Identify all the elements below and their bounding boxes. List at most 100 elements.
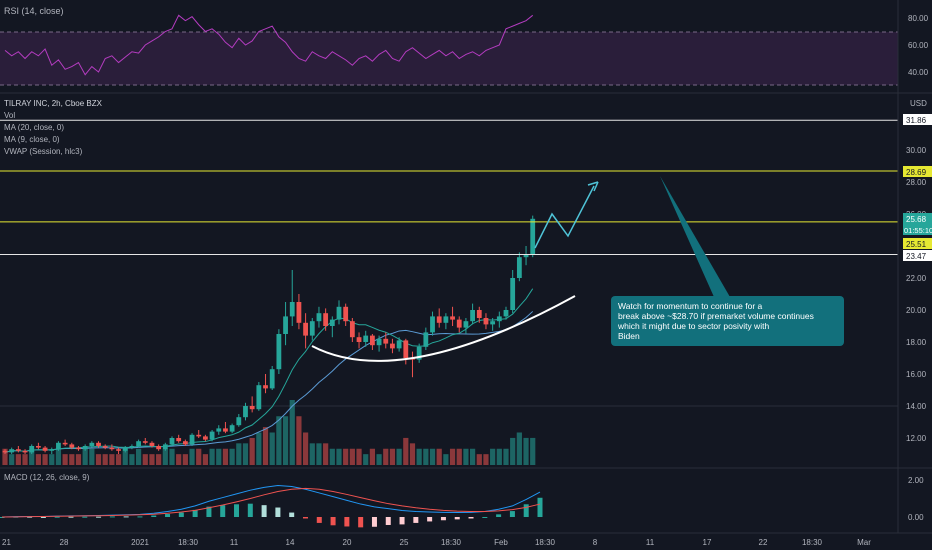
volume-bar: [423, 448, 429, 465]
candle: [276, 334, 282, 370]
volume-bar: [523, 437, 529, 465]
horizontal-levels[interactable]: [0, 119, 898, 255]
macd-histogram-bar: [137, 516, 143, 518]
macd-histogram-bar: [427, 517, 433, 522]
macd-histogram-bar: [27, 516, 33, 518]
candle: [376, 338, 382, 346]
legend-vwap: VWAP (Session, hlc3): [4, 147, 83, 156]
candle: [223, 428, 228, 432]
candle: [343, 306, 349, 322]
time-axis-label: 11: [230, 538, 239, 547]
candle: [176, 438, 182, 442]
volume-bar: [449, 448, 456, 465]
volume-bar: [510, 437, 516, 465]
volume-bar: [95, 454, 102, 465]
volume-bar: [75, 454, 82, 465]
macd-histogram-bar: [96, 516, 102, 518]
volume-bar: [222, 448, 229, 465]
macd-histogram-bar: [371, 517, 377, 527]
macd-histogram-bar: [413, 517, 419, 523]
candle: [136, 441, 141, 446]
price-tick: 30.00: [906, 146, 927, 155]
macd-histogram-bar: [399, 517, 405, 525]
volume-bar: [156, 454, 162, 465]
volume-bar: [316, 443, 322, 465]
price-tag-23-47-label: 23.47: [906, 252, 927, 261]
macd-histogram-bar: [289, 512, 295, 517]
volume-bar: [490, 448, 496, 465]
price-tick: 18.00: [906, 338, 927, 347]
macd-histogram-bar: [220, 505, 226, 517]
candle: [349, 321, 355, 338]
annotation-box[interactable]: [611, 296, 844, 346]
callout-pointer-drawing[interactable]: [660, 176, 730, 297]
volume-bar: [470, 448, 476, 465]
rsi-tick: 40.00: [908, 68, 929, 77]
candle: [142, 441, 148, 443]
volume-bar: [176, 454, 182, 465]
candle: [503, 310, 509, 317]
volume-bar: [269, 432, 275, 465]
volume-bar: [516, 432, 522, 465]
macd-histogram-bar: [358, 517, 364, 528]
candle: [209, 431, 215, 440]
cup-curve-drawing[interactable]: [311, 295, 576, 362]
rsi-line: [4, 14, 534, 76]
macd-histogram-bar: [344, 517, 350, 527]
candle: [383, 338, 389, 344]
candle: [236, 417, 242, 426]
volume-bar: [162, 448, 168, 465]
volume-bar: [82, 448, 88, 465]
time-axis[interactable]: 21 28 2021 18:30 11 14 20 25 18:30 Feb 18:30 8 11 17 2…: [2, 538, 871, 547]
price-tag-25-51: [903, 238, 932, 249]
volume-bar: [276, 416, 282, 465]
macd-histogram-bar: [385, 517, 391, 525]
annotation-line: which it might due to sector posivity wi…: [617, 321, 769, 331]
candle: [102, 446, 108, 448]
candle: [510, 278, 516, 310]
volume-bar: [323, 443, 329, 465]
candle: [370, 335, 375, 346]
volume-bar: [49, 454, 55, 465]
annotation-line: Watch for momentum to continue for a: [618, 301, 763, 311]
candle: [303, 322, 308, 336]
candle: [196, 434, 202, 437]
macd-histogram-bar: [330, 517, 336, 526]
ma20-line: [4, 311, 534, 453]
projection-arrow-drawing[interactable]: [534, 185, 595, 249]
volume-bar: [289, 400, 295, 465]
volume-bar: [22, 454, 28, 465]
macd-histogram-bar: [68, 516, 74, 518]
candle: [443, 316, 449, 323]
volume-bar: [530, 437, 536, 465]
volume-bar: [216, 448, 222, 465]
volume-bar: [142, 454, 148, 465]
volume-bar: [129, 454, 135, 465]
volume-bar: [89, 448, 95, 465]
candle: [436, 316, 442, 323]
candle: [530, 218, 536, 254]
volume-bar: [35, 454, 41, 465]
price-tick: 20.00: [906, 306, 927, 315]
volume-bar: [463, 448, 469, 465]
macd-histogram-bar: [440, 517, 446, 521]
price-tick: 16.00: [906, 370, 927, 379]
annotation-text: Watch for momentum to continue for a brea…: [617, 301, 814, 341]
macd-histogram-bar: [316, 517, 322, 523]
candle: [49, 449, 55, 451]
volume-bar: [196, 448, 202, 465]
candle: [390, 343, 395, 349]
volume-bar: [15, 454, 21, 465]
candle: [229, 425, 235, 432]
candle: [309, 321, 315, 336]
candle: [463, 321, 469, 328]
volume-bar: [416, 448, 422, 465]
legend-symbol: TILRAY INC, 2h, Cboe BZX: [4, 99, 103, 108]
volume-bar: [109, 454, 115, 465]
candle: [396, 340, 402, 349]
candle: [82, 446, 88, 450]
price-tick: 12.00: [906, 434, 927, 443]
macd-histogram-bar: [302, 517, 308, 519]
volume-bar: [376, 454, 382, 465]
